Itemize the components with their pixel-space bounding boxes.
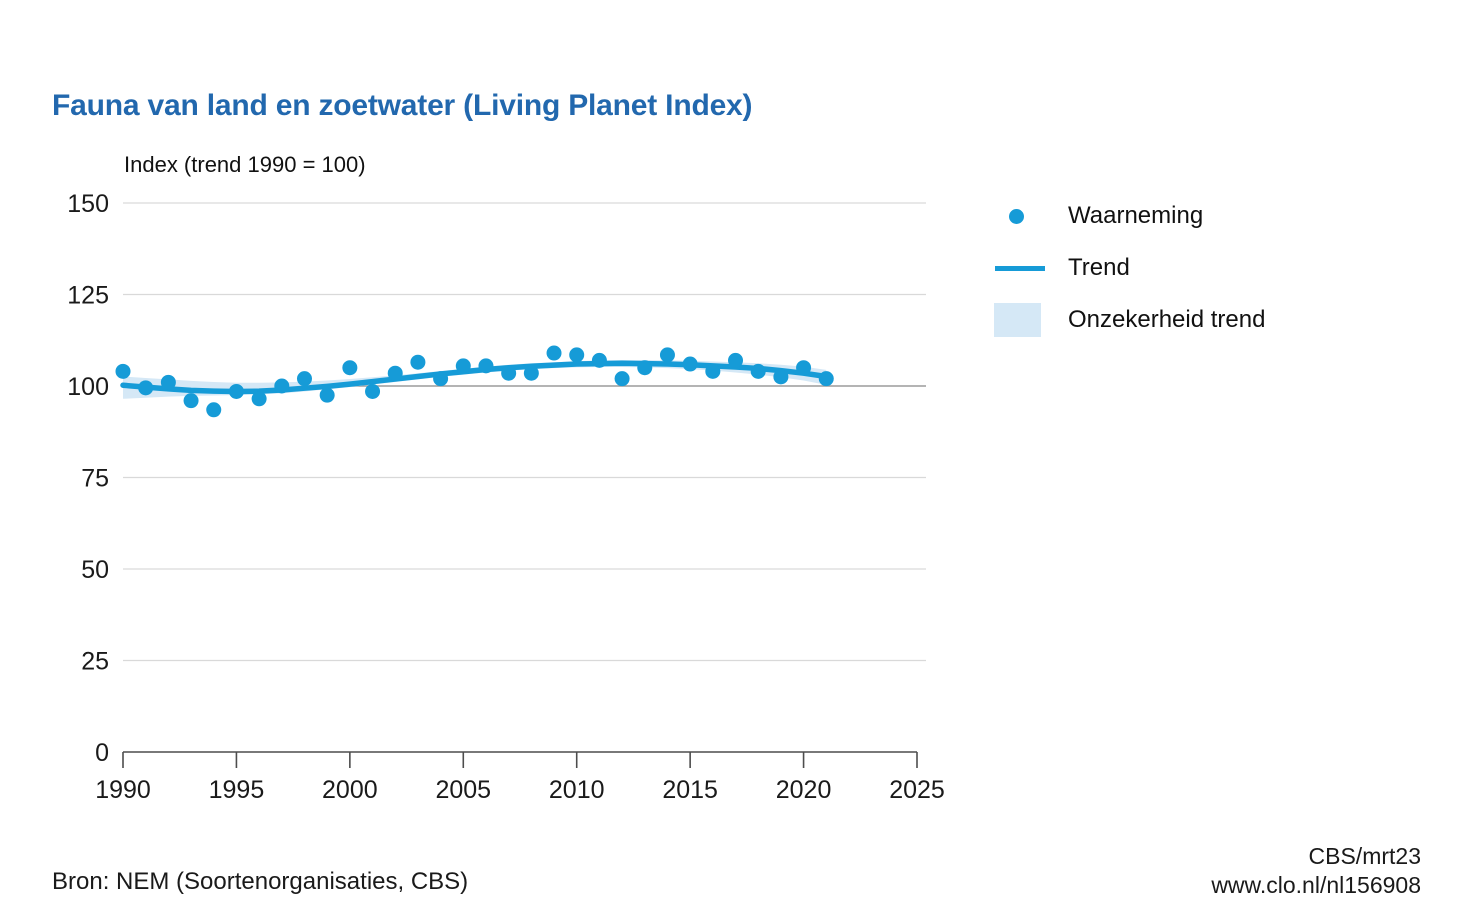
data-point xyxy=(728,352,744,368)
data-point xyxy=(796,360,812,376)
data-point xyxy=(387,365,403,381)
x-tick-label: 1995 xyxy=(209,776,265,804)
data-point xyxy=(410,354,426,370)
legend-label: Trend xyxy=(1068,254,1130,281)
data-point xyxy=(455,358,471,374)
data-point xyxy=(637,360,653,376)
data-point xyxy=(251,391,267,407)
x-tick-label: 2020 xyxy=(776,776,832,804)
x-tick-label: 1990 xyxy=(95,776,151,804)
data-point xyxy=(160,374,176,390)
credit-block: CBS/mrt23 www.clo.nl/nl156908 xyxy=(1211,842,1421,900)
data-point xyxy=(342,360,358,376)
y-tick-label: 25 xyxy=(81,648,109,676)
scatter-marker-icon xyxy=(1009,208,1024,224)
x-tick-label: 2005 xyxy=(435,776,491,804)
data-point xyxy=(501,365,517,381)
y-tick-label: 50 xyxy=(81,556,109,584)
y-tick-label: 0 xyxy=(95,739,109,767)
data-point xyxy=(319,387,335,403)
credit-text: CBS/mrt23 xyxy=(1308,843,1421,869)
y-tick-label: 75 xyxy=(81,465,109,493)
data-point xyxy=(296,371,312,387)
data-point xyxy=(546,345,562,361)
axis-title: Index (trend 1990 = 100) xyxy=(124,152,366,177)
data-point xyxy=(115,363,131,379)
legend: Waarneming Trend Onzekerheid trend xyxy=(993,198,1353,354)
legend-item-trend: Trend xyxy=(993,250,1353,286)
legend-item-waarneming: Waarneming xyxy=(993,198,1353,234)
data-point xyxy=(818,371,834,387)
data-point xyxy=(682,356,698,372)
data-point xyxy=(569,347,585,363)
data-point xyxy=(206,402,222,418)
page-title: Fauna van land en zoetwater (Living Plan… xyxy=(52,89,753,123)
data-point xyxy=(228,383,244,399)
legend-label: Onzekerheid trend xyxy=(1068,306,1266,333)
data-point xyxy=(705,363,721,379)
line-marker-icon xyxy=(995,265,1045,271)
data-point xyxy=(523,365,539,381)
data-point xyxy=(478,358,494,374)
data-point xyxy=(183,393,199,409)
data-point xyxy=(274,378,290,394)
data-point xyxy=(659,347,675,363)
x-tick-label: 2000 xyxy=(322,776,378,804)
data-point xyxy=(614,371,630,387)
data-point xyxy=(138,380,154,396)
data-point xyxy=(750,363,766,379)
data-point xyxy=(433,371,449,387)
legend-item-onzekerheid: Onzekerheid trend xyxy=(993,302,1353,338)
y-tick-label: 100 xyxy=(67,373,109,401)
legend-label: Waarneming xyxy=(1068,202,1204,229)
y-tick-label: 150 xyxy=(67,190,109,218)
band-marker-icon xyxy=(994,303,1041,337)
x-tick-label: 2010 xyxy=(549,776,605,804)
x-tick-label: 2025 xyxy=(889,776,945,804)
y-tick-label: 125 xyxy=(67,282,109,310)
source-note: Bron: NEM (Soortenorganisaties, CBS) xyxy=(52,868,469,895)
credit-url: www.clo.nl/nl156908 xyxy=(1211,872,1421,898)
data-point xyxy=(365,383,381,399)
data-point xyxy=(591,352,607,368)
data-point xyxy=(773,369,789,385)
x-tick-label: 2015 xyxy=(662,776,718,804)
